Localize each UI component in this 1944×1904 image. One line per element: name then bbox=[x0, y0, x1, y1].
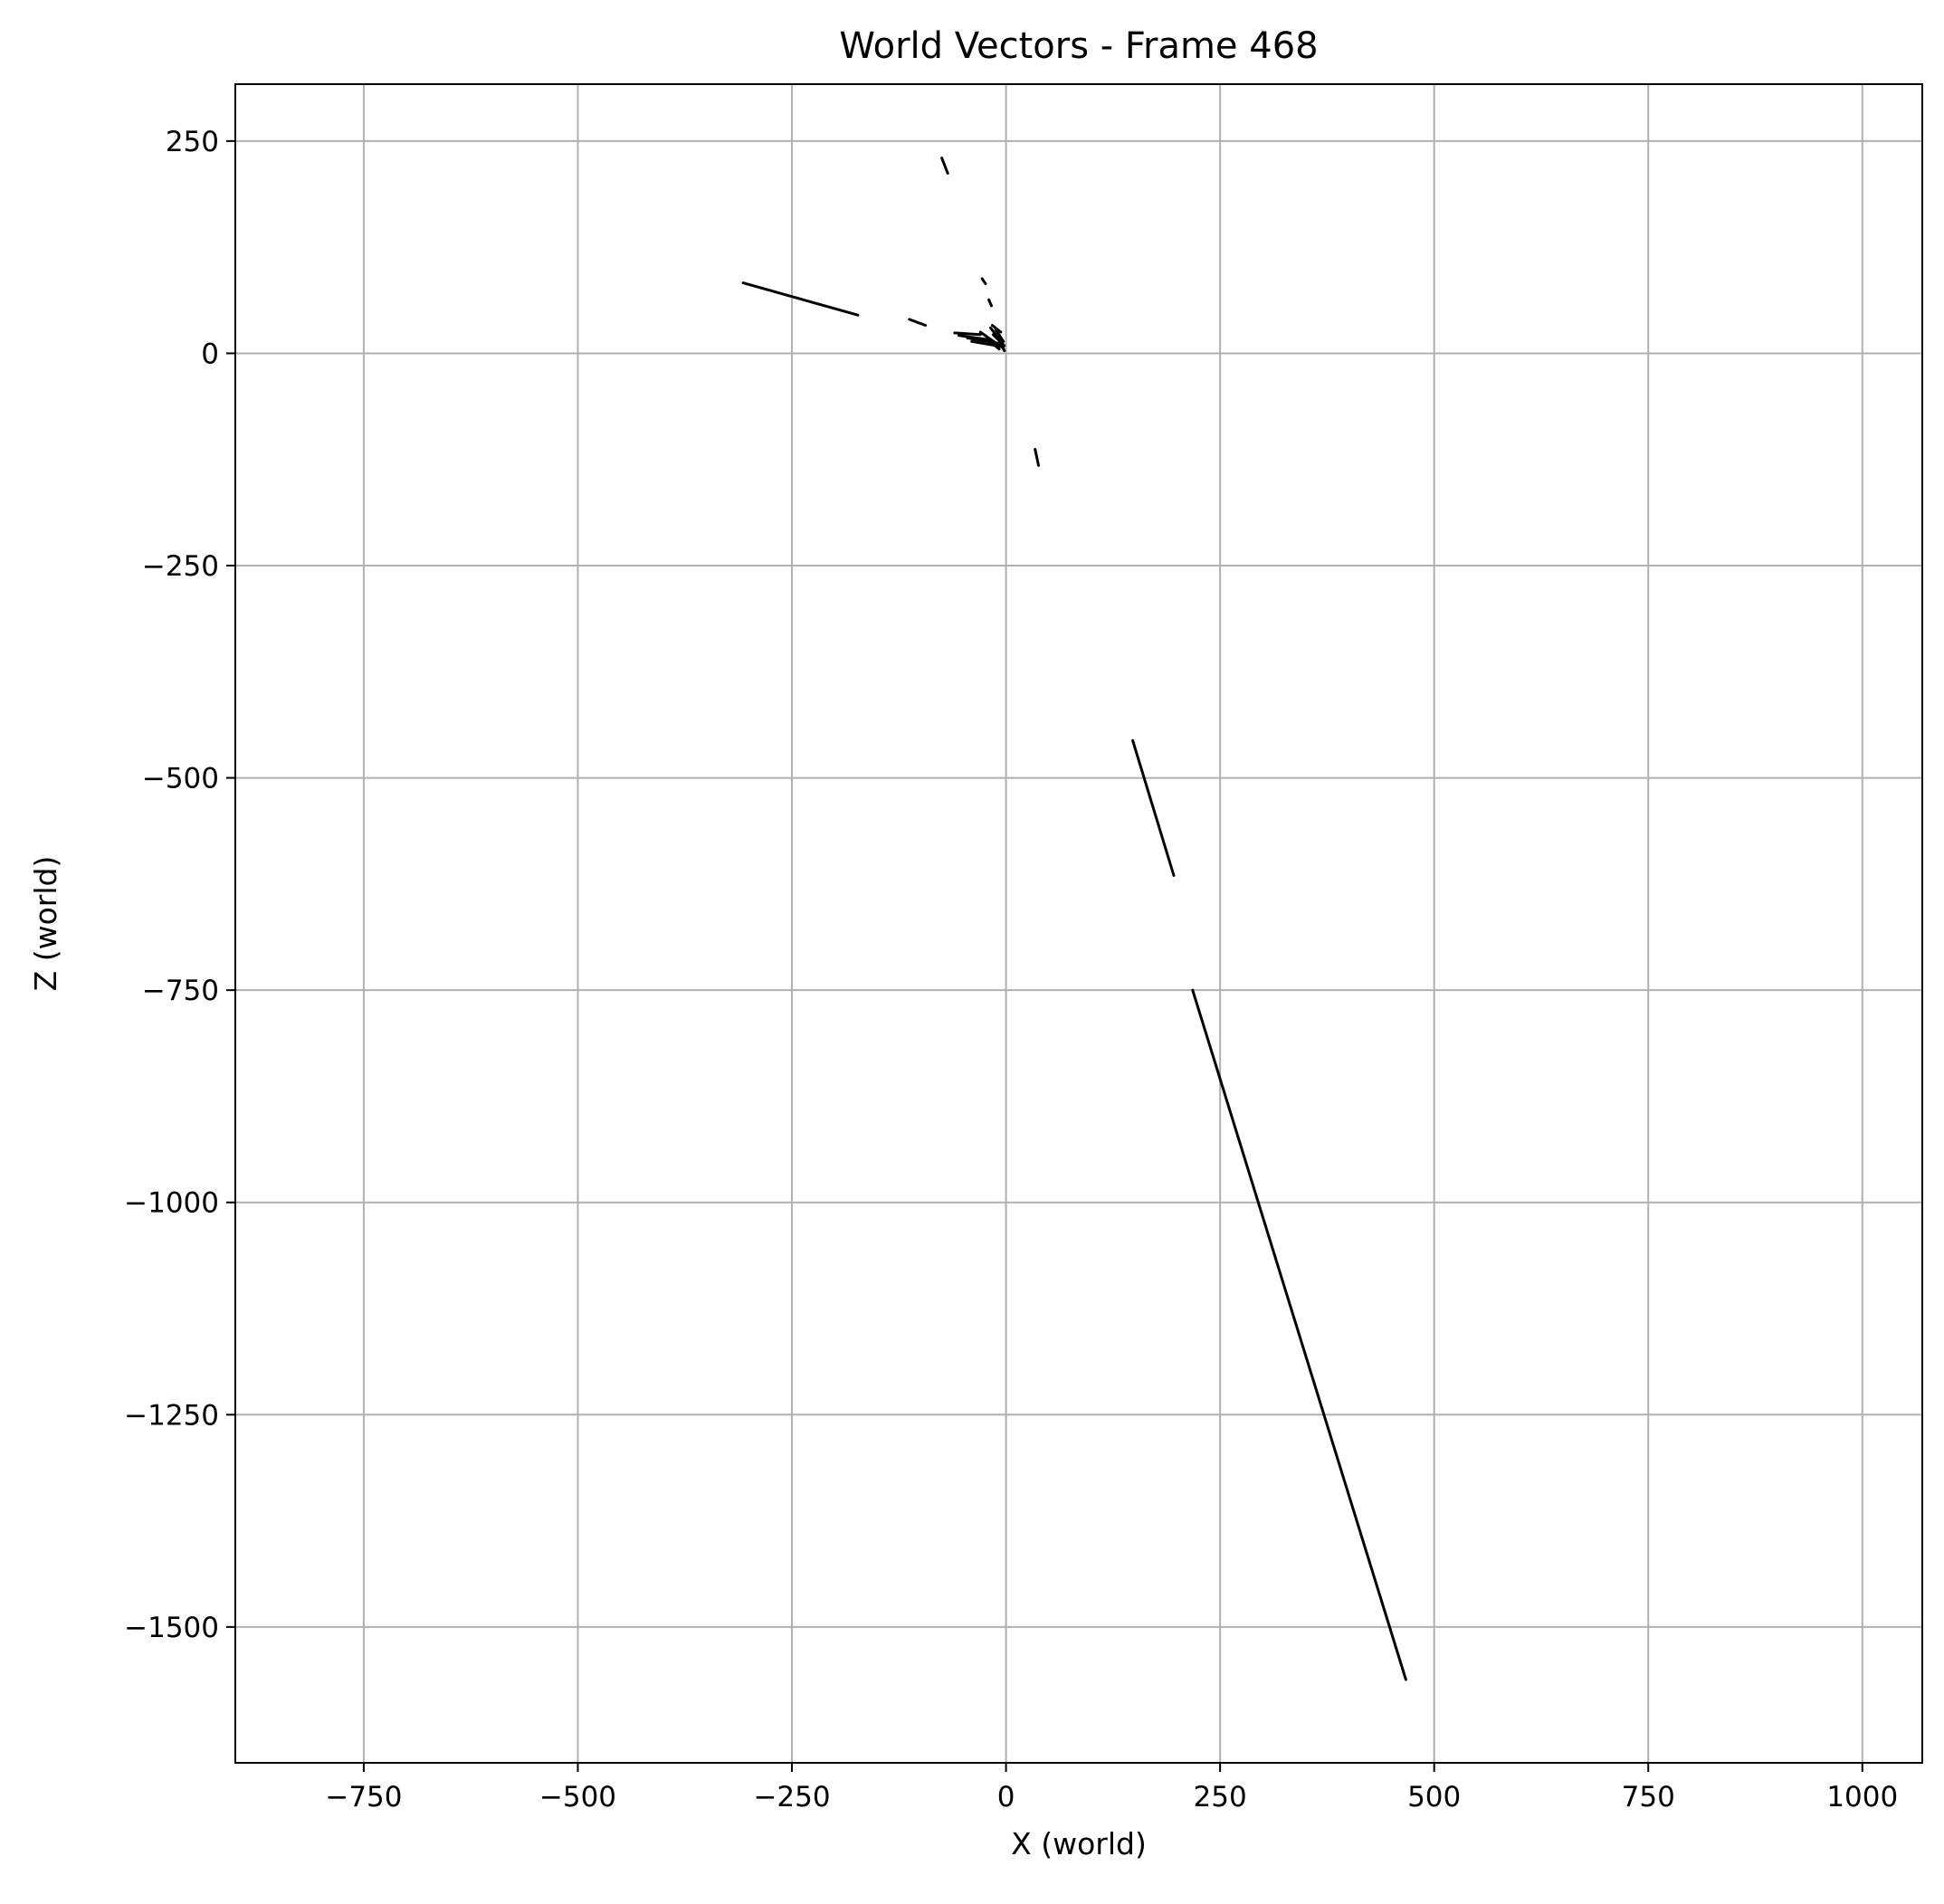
x-tick-label: −250 bbox=[753, 1781, 830, 1814]
grid-lines bbox=[235, 84, 1922, 1763]
vector-line-4 bbox=[940, 157, 949, 175]
x-tick-label: 0 bbox=[997, 1781, 1015, 1814]
y-tick-label: 0 bbox=[201, 338, 219, 370]
vector-line-2 bbox=[741, 281, 860, 317]
x-tick-label: 500 bbox=[1407, 1781, 1461, 1814]
plot-frame bbox=[234, 83, 1923, 1764]
vector-line-17 bbox=[997, 338, 1006, 353]
vector-line-15 bbox=[994, 328, 1005, 343]
x-axis-label: X (world) bbox=[1011, 1826, 1147, 1861]
y-tick-label: −1000 bbox=[124, 1187, 219, 1220]
x-tick-label: 250 bbox=[1194, 1781, 1247, 1814]
vector-line-11 bbox=[978, 330, 1005, 350]
y-tick-label: −1500 bbox=[124, 1612, 219, 1644]
vector-line-6 bbox=[980, 277, 987, 285]
vector-line-0 bbox=[1191, 988, 1407, 1681]
x-tick-label: −500 bbox=[539, 1781, 616, 1814]
y-tick-label: −250 bbox=[142, 550, 219, 583]
y-tick-label: 250 bbox=[166, 126, 219, 158]
vector-line-16 bbox=[958, 334, 991, 341]
y-tick-label: −1250 bbox=[124, 1399, 219, 1432]
x-tick-label: 1000 bbox=[1826, 1781, 1898, 1814]
chart-title: World Vectors - Frame 468 bbox=[839, 25, 1318, 67]
vector-line-3 bbox=[908, 318, 928, 327]
vector-line-18 bbox=[990, 324, 1003, 334]
y-tick-label: −500 bbox=[142, 763, 219, 795]
axis-ticks: −750 −500 −250 0 250 500 750 1000 250 0 −250 −500 −7… bbox=[124, 126, 1898, 1814]
vector-series bbox=[741, 157, 1407, 1681]
x-tick-label: −750 bbox=[325, 1781, 402, 1814]
x-tick-label: 750 bbox=[1622, 1781, 1675, 1814]
vector-line-5 bbox=[1034, 448, 1040, 467]
vector-line-1 bbox=[1131, 738, 1176, 877]
y-tick-label: −750 bbox=[142, 975, 219, 1007]
vector-line-8 bbox=[953, 331, 982, 337]
y-axis-label: Z (world) bbox=[28, 856, 63, 992]
vector-line-7 bbox=[987, 298, 993, 308]
